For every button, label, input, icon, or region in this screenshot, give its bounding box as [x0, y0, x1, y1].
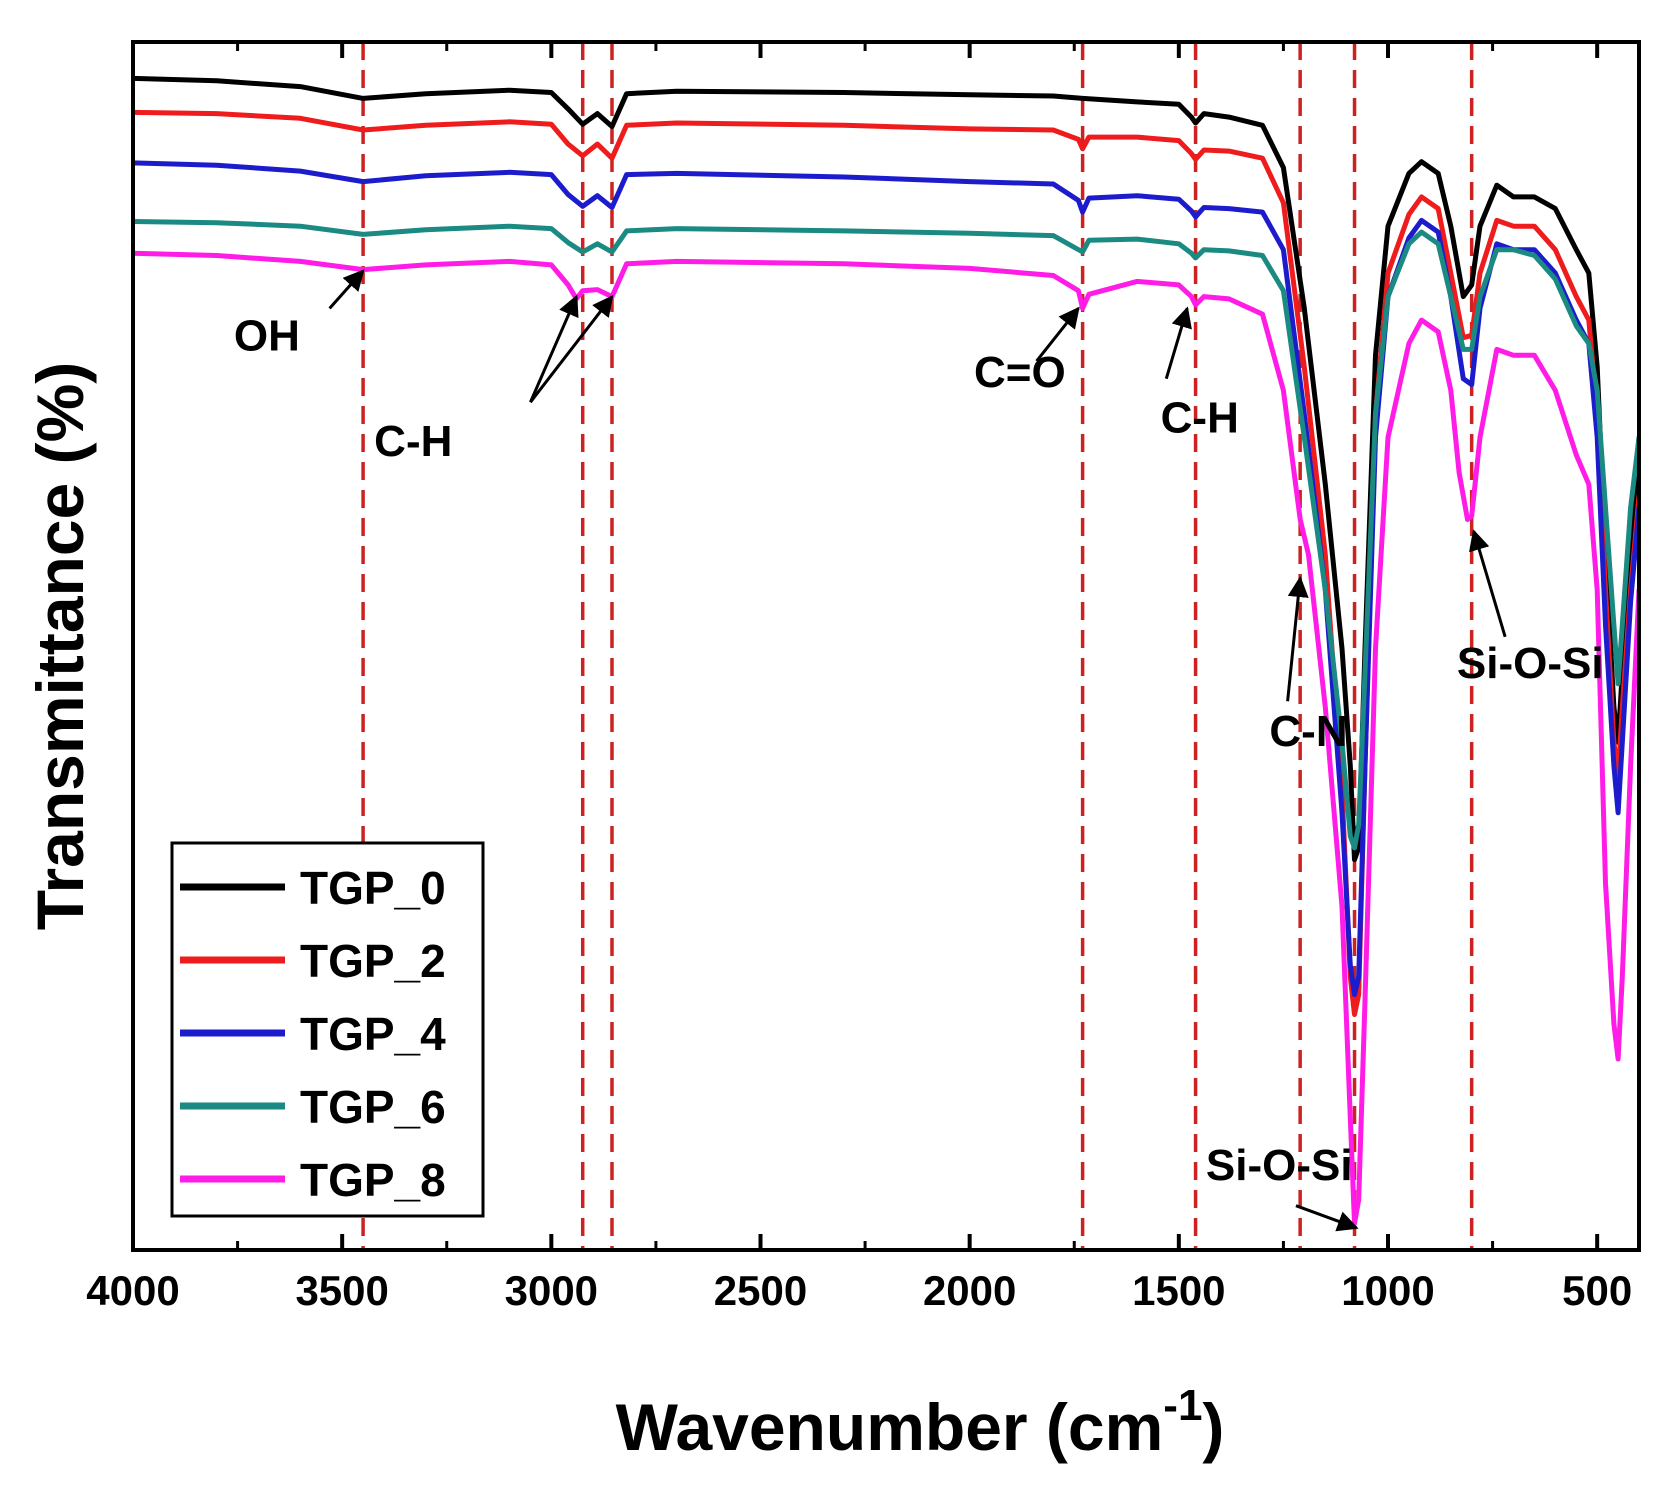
- annotation-label-1: C-H: [374, 417, 452, 466]
- series-line-tgp-8: [133, 250, 1639, 1226]
- legend: TGP_0 TGP_2 TGP_4 TGP_6 TGP_8: [170, 841, 485, 1218]
- x-axis-title-close: ): [1202, 1390, 1224, 1464]
- x-axis-title: Wavenumber (cm-1): [616, 1381, 1225, 1464]
- axis-titles: Transmittance (%) Wavenumber (cm-1): [23, 362, 1224, 1464]
- annotation-arrow-2-0: [1035, 306, 1080, 363]
- legend-label-2: TGP_4: [300, 1008, 446, 1060]
- axes: 4000 3500 3000 2500 2000 1500 1000 500: [86, 40, 1641, 1314]
- annotation-arrow-5-0: [1469, 529, 1507, 638]
- legend-label-0: TGP_0: [300, 862, 446, 914]
- y-axis-title: Transmittance (%): [23, 362, 97, 930]
- series-line-tgp-2: [133, 109, 1639, 1017]
- annotation-arrow-6-0: [1295, 1204, 1359, 1232]
- annotation-label-6: Si-O-Si: [1206, 1141, 1353, 1190]
- x-tick-label-1: 3500: [295, 1267, 388, 1314]
- annotation-arrow-4-0: [1286, 576, 1309, 702]
- x-tick-label-6: 1000: [1341, 1267, 1434, 1314]
- annotation-arrow-1-0: [529, 294, 579, 403]
- x-tick-label-5: 1500: [1132, 1267, 1225, 1314]
- legend-label-4: TGP_8: [300, 1154, 446, 1206]
- legend-label-3: TGP_6: [300, 1081, 446, 1133]
- x-tick-label-0: 4000: [86, 1267, 179, 1314]
- plot-frame: [131, 40, 1641, 1252]
- annotation-label-0: OH: [234, 312, 300, 361]
- series-group: [133, 75, 1639, 1226]
- annotation-arrow-3-0: [1164, 306, 1192, 380]
- x-axis-title-exponent: -1: [1163, 1381, 1202, 1430]
- annotations: OH C-H C=O C-H C-N Si-O-Si Si-O-Si: [234, 269, 1604, 1232]
- legend-label-1: TGP_2: [300, 935, 446, 987]
- annotation-arrow-0-0: [328, 269, 365, 310]
- annotation-label-5: Si-O-Si: [1457, 639, 1604, 688]
- x-axis-title-text: Wavenumber (cm: [616, 1390, 1164, 1464]
- annotation-label-2: C=O: [974, 348, 1066, 397]
- reference-lines: [361, 42, 1474, 1250]
- series-line-tgp-6: [133, 219, 1639, 851]
- x-tick-label-4: 2000: [923, 1267, 1016, 1314]
- annotation-label-3: C-H: [1161, 394, 1239, 443]
- annotation-arrow-1-1: [529, 294, 614, 404]
- series-line-tgp-0: [133, 75, 1639, 863]
- x-tick-label-3: 2500: [714, 1267, 807, 1314]
- x-tick-label-2: 3000: [505, 1267, 598, 1314]
- x-tick-label-7: 500: [1562, 1267, 1632, 1314]
- annotation-label-4: C-N: [1269, 707, 1347, 756]
